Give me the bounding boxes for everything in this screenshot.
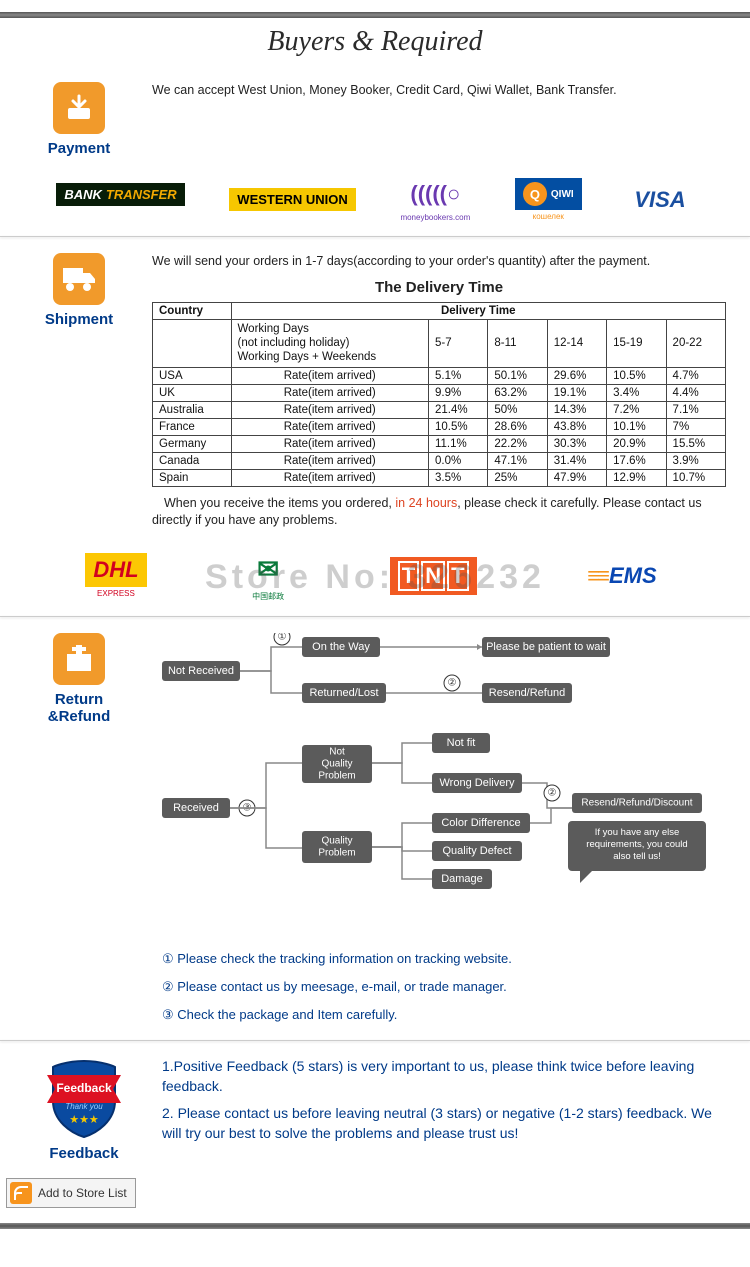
payment-logos: BANKTRANSFERINTERNATIONAL WESTERN UNION ((… [34, 177, 716, 222]
svg-text:Damage: Damage [441, 873, 483, 885]
svg-text:On the Way: On the Way [312, 641, 370, 653]
table-row: USARate(item arrived)5.1%50.1%29.6%10.5%… [153, 367, 726, 384]
th-country: Country [153, 302, 232, 319]
svg-text:②: ② [448, 677, 457, 688]
return-section: Return &Refund Not Received ① On the Way Re… [0, 627, 750, 1036]
th-range: 20-22 [666, 319, 725, 367]
svg-text:Quality Defect: Quality Defect [442, 845, 511, 857]
add-to-store-label: Add to Store List [38, 1186, 127, 1200]
svg-text:Quality: Quality [321, 835, 352, 846]
payment-icon [53, 82, 105, 134]
payment-logo: QQIWIкошелек [515, 178, 582, 221]
return-flowchart: Not Received ① On the Way Returned/Lost Plea… [152, 633, 726, 1026]
svg-text:Please be patient to wait: Please be patient to wait [486, 641, 606, 653]
table-row: SpainRate(item arrived)3.5%25%47.9%12.9%… [153, 469, 726, 486]
th-range: 12-14 [547, 319, 606, 367]
svg-text:requirements, you could: requirements, you could [586, 839, 687, 850]
svg-text:Resend/Refund/Discount: Resend/Refund/Discount [581, 797, 692, 808]
top-divider [0, 12, 750, 18]
th-delivery: Delivery Time [231, 302, 725, 319]
svg-text:Quality: Quality [321, 758, 352, 769]
table-row: GermanyRate(item arrived)11.1%22.2%30.3%… [153, 435, 726, 452]
svg-text:Thank you: Thank you [65, 1102, 103, 1111]
feedback-label: Feedback [24, 1145, 144, 1162]
bottom-divider [0, 1223, 750, 1229]
carrier-logo: TNT [390, 557, 477, 595]
svg-text:Feedback: Feedback [56, 1081, 112, 1095]
payment-section: Payment We can accept West Union, Money … [0, 76, 750, 167]
table-row: CanadaRate(item arrived)0.0%47.1%31.4%17… [153, 452, 726, 469]
payment-logo: WESTERN UNION [229, 188, 356, 211]
shipment-label: Shipment [24, 311, 134, 328]
payment-text: We can accept West Union, Money Booker, … [152, 82, 726, 100]
feedback-line: 2. Please contact us before leaving neut… [162, 1104, 726, 1143]
th-range: 15-19 [607, 319, 666, 367]
payment-label: Payment [24, 140, 134, 157]
shipment-section: Shipment We will send your orders in 1-7… [0, 247, 750, 540]
svg-text:①: ① [278, 633, 287, 643]
payment-logo: VISA [626, 183, 693, 217]
carrier-logo: ≡≡EMS [579, 559, 664, 593]
th-range: 8-11 [488, 319, 547, 367]
svg-text:Not fit: Not fit [447, 737, 476, 749]
svg-text:Returned/Lost: Returned/Lost [309, 687, 378, 699]
th-range: 5-7 [428, 319, 487, 367]
carrier-logo: ✉中国邮政 [249, 550, 287, 602]
th-working-days: Working Days(not including holiday)Worki… [231, 319, 428, 367]
svg-text:Resend/Refund: Resend/Refund [489, 687, 565, 699]
shipping-carrier-logos: DHLEXPRESS ✉中国邮政 TNT ≡≡EMS [34, 550, 716, 602]
svg-text:Color Difference: Color Difference [441, 817, 520, 829]
feedback-line: 1.Positive Feedback (5 stars) is very im… [162, 1057, 726, 1096]
feedback-badge-icon: Feedback Thank you ★★★ [45, 1057, 123, 1141]
return-icon [53, 633, 105, 685]
svg-text:Problem: Problem [318, 770, 355, 781]
return-label: Return &Refund [24, 691, 134, 725]
divider [0, 1040, 750, 1041]
delivery-table-title: The Delivery Time [152, 279, 726, 296]
svg-text:Not: Not [329, 746, 345, 757]
return-guide-line: ③ Check the package and Item carefully. [152, 1004, 726, 1026]
table-row: AustraliaRate(item arrived)21.4%50%14.3%… [153, 401, 726, 418]
svg-text:Wrong Delivery: Wrong Delivery [440, 777, 515, 789]
svg-text:Problem: Problem [318, 847, 355, 858]
divider [0, 616, 750, 617]
svg-text:also tell us!: also tell us! [613, 851, 661, 862]
feedback-section: Feedback Thank you ★★★ Feedback 1.Positi… [0, 1051, 750, 1172]
rss-icon [10, 1182, 32, 1204]
table-row: UKRate(item arrived)9.9%63.2%19.1%3.4%4.… [153, 384, 726, 401]
delivery-table: Country Delivery Time Working Days(not i… [152, 302, 726, 487]
carrier-logo: DHLEXPRESS [85, 553, 146, 598]
payment-logo: (((((○moneybookers.com [400, 177, 470, 222]
table-row: FranceRate(item arrived)10.5%28.6%43.8%1… [153, 418, 726, 435]
svg-text:②: ② [548, 787, 557, 798]
svg-text:If you have any else: If you have any else [595, 827, 680, 838]
divider [0, 236, 750, 237]
flowchart-svg: Not Received ① On the Way Returned/Lost Plea… [152, 633, 712, 933]
svg-text:★★★: ★★★ [69, 1114, 99, 1126]
svg-text:Received: Received [173, 802, 219, 814]
shipment-note: When you receive the items you ordered, … [152, 495, 726, 530]
add-to-store-button[interactable]: Add to Store List [6, 1178, 136, 1208]
shipment-intro: We will send your orders in 1-7 days(acc… [152, 253, 726, 271]
return-guide-line: ① Please check the tracking information … [152, 948, 726, 970]
payment-logo: BANKTRANSFERINTERNATIONAL [56, 183, 184, 217]
svg-text:Not Received: Not Received [168, 665, 234, 677]
shipment-icon [53, 253, 105, 305]
hero-title: Buyers & Required [0, 26, 750, 58]
return-guide-line: ② Please contact us by meesage, e-mail, … [152, 976, 726, 998]
